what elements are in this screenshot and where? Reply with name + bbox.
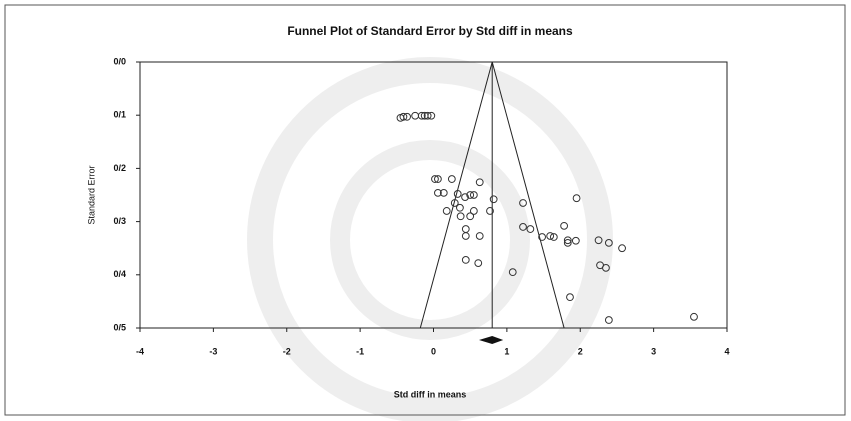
y-tick-label: 0/2 [113,163,126,173]
x-tick-label: 4 [724,346,729,356]
y-tick-label: 0/3 [113,216,126,226]
y-tick-label: 0/1 [113,110,126,120]
x-tick-label: -4 [136,346,144,356]
x-tick-label: -1 [356,346,364,356]
x-tick-label: 0 [431,346,436,356]
x-tick-label: -3 [209,346,217,356]
y-tick-label: 0/0 [113,56,126,66]
x-axis-label: Std diff in means [394,389,467,399]
chart-title: Funnel Plot of Standard Error by Std dif… [287,24,573,38]
x-tick-label: 3 [651,346,656,356]
y-tick-label: 0/4 [113,269,126,279]
x-tick-label: 2 [578,346,583,356]
y-axis-label: Standard Error [86,165,96,224]
x-tick-label: 1 [504,346,509,356]
chart: Funnel Plot of Standard Error by Std dif… [0,0,851,421]
y-tick-label: 0/5 [113,322,126,332]
x-tick-label: -2 [283,346,291,356]
